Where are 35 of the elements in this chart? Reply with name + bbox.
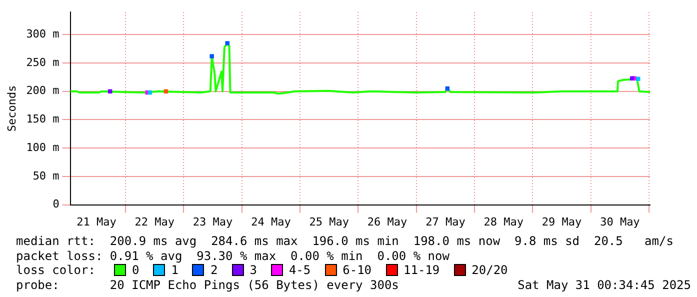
point [225, 41, 230, 46]
y-axis-title: Seconds [5, 85, 18, 132]
point [630, 76, 634, 80]
text: probe: 20 ICMP Echo Pings (56 Bytes) every 300s [16, 278, 399, 292]
x-tick-label: 26 May [367, 215, 408, 228]
legend-label: 11-19 [404, 263, 440, 278]
text: Sat May 31 00:34:45 2025 [518, 278, 691, 292]
y-tick-label: 300 m [26, 28, 60, 41]
y-tick-label: 250 m [26, 56, 60, 69]
x-tick-label: 22 May [134, 215, 175, 228]
legend-title: loss color: [16, 263, 96, 278]
legend-label: 4-5 [288, 263, 311, 278]
y-tick-label: 150 m [26, 112, 60, 126]
text: packet loss: 0.91 % avg 93.30 % max 0.00 % min 0.00 % now [16, 248, 450, 263]
legend-label: 2 [210, 263, 218, 278]
point [148, 90, 152, 95]
legend-label: 20/20 [472, 263, 508, 278]
y-tick-label: 50 m [32, 169, 60, 182]
x-tick-label: 21 May [76, 215, 117, 228]
legend-label: 3 [250, 263, 257, 278]
text: median rtt: 200.9 ms avg 284.6 ms max 196.0 ms min 198.0 ms now 9.8 ms sd 20.5 am/s [16, 234, 674, 248]
y-tick-label: 100 m [26, 140, 60, 154]
x-tick-label: 28 May [484, 215, 524, 228]
x-tick-label: 24 May [251, 215, 292, 228]
y-tick-label: 200 m [26, 84, 60, 98]
x-tick-label: 27 May [426, 215, 466, 228]
y-tick-label: 0 [52, 198, 60, 211]
x-tick-label: 25 May [309, 215, 350, 228]
x-tick-label: 29 May [542, 215, 582, 228]
x-tick-label: 23 May [192, 215, 234, 228]
x-tick-label: 30 May [600, 215, 640, 228]
legend-label: 6-10 [342, 263, 372, 278]
point [210, 54, 214, 58]
legend-label: 0 [132, 263, 140, 278]
legend-label: 1 [171, 263, 178, 278]
